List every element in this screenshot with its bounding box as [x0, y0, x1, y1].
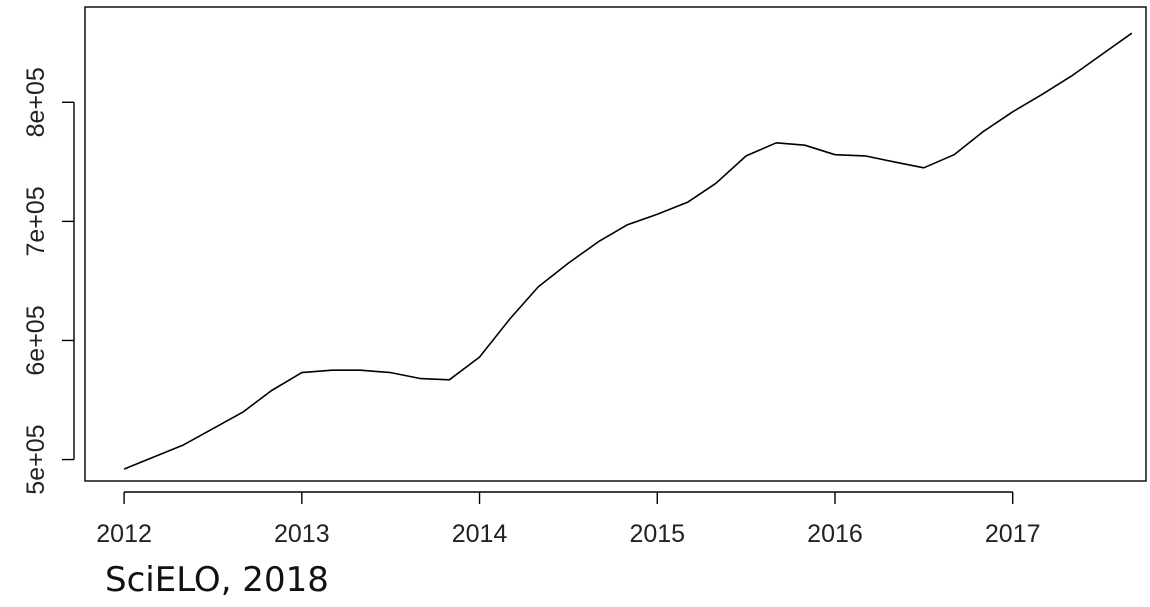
- x-tick-label: 2012: [96, 520, 152, 548]
- x-tick-label: 2014: [452, 520, 508, 548]
- y-tick-label: 8e+05: [22, 67, 50, 137]
- x-tick-label: 2015: [629, 520, 685, 548]
- y-tick-label: 6e+05: [22, 305, 50, 375]
- source-caption: SciELO, 2018: [105, 560, 329, 600]
- y-axis: 5e+05 6e+05 7e+05 8e+05: [22, 67, 75, 495]
- y-tick-label: 5e+05: [22, 424, 50, 494]
- x-tick-label: 2016: [807, 520, 863, 548]
- line-chart: 2012 2013 2014 2015 2016 2017 5e+05 6e+05 7e+05…: [22, 6, 1147, 548]
- y-tick-label: 7e+05: [22, 186, 50, 256]
- x-tick-label: 2013: [274, 520, 330, 548]
- x-tick-label: 2017: [985, 520, 1041, 548]
- series-line: [123, 32, 1133, 470]
- x-axis: 2012 2013 2014 2015 2016 2017: [96, 491, 1041, 548]
- plot-frame: [84, 6, 1147, 482]
